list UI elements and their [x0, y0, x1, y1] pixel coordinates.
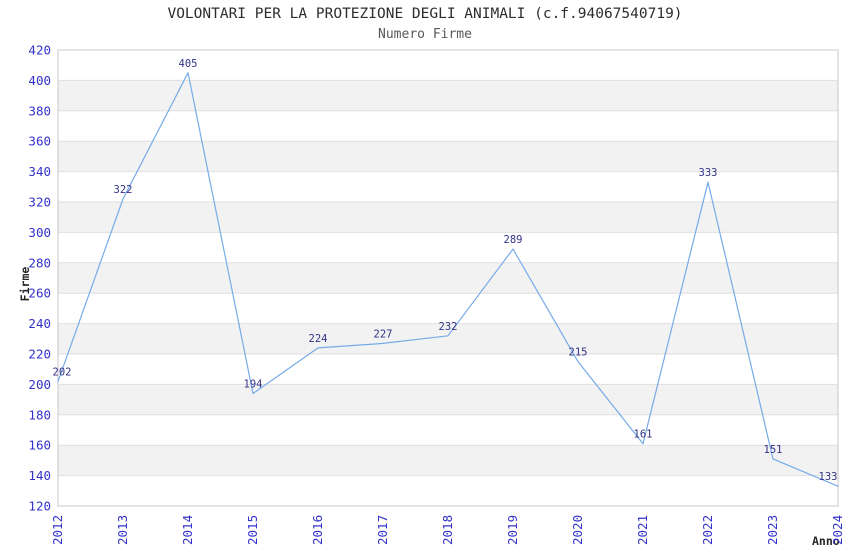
x-tick-label: 2014 [180, 515, 195, 545]
data-point-label: 333 [699, 167, 718, 179]
x-tick-label: 2020 [570, 515, 585, 545]
data-point-label: 224 [309, 333, 328, 345]
y-tick-label: 400 [28, 73, 51, 88]
data-point-label: 194 [244, 379, 263, 391]
y-tick-label: 220 [28, 347, 51, 362]
data-series-line [57, 72, 839, 487]
y-tick-label: 200 [28, 377, 51, 392]
plot-band [58, 141, 838, 172]
x-tick-label: 2013 [115, 515, 130, 545]
plot-band [58, 202, 838, 233]
plot-band [58, 384, 838, 415]
data-point-label: 227 [374, 328, 393, 340]
y-tick-label: 240 [28, 316, 51, 331]
y-tick-label: 160 [28, 438, 51, 453]
x-tick-label: 2022 [700, 515, 715, 545]
x-tick-label: 2015 [245, 515, 260, 545]
y-tick-label: 260 [28, 286, 51, 301]
y-tick-label: 320 [28, 195, 51, 210]
plot-band [58, 323, 838, 354]
y-tick-label: 360 [28, 134, 51, 149]
plot-band [58, 80, 838, 111]
y-tick-label: 180 [28, 407, 51, 422]
x-tick-label: 2023 [765, 515, 780, 545]
x-axis-title: Anno [812, 534, 840, 548]
x-tick-label: 2016 [310, 515, 325, 545]
y-tick-label: 420 [28, 43, 51, 58]
x-tick-label: 2024 [830, 515, 845, 545]
data-point-label: 151 [764, 444, 783, 456]
data-point-label: 405 [179, 58, 198, 70]
data-point-label: 289 [504, 234, 523, 246]
plot-border [57, 49, 839, 507]
x-tick-label: 2017 [375, 515, 390, 545]
x-tick-label: 2019 [505, 515, 520, 545]
data-point-label: 133 [819, 471, 838, 483]
plot-band [58, 445, 838, 476]
data-point-label: 215 [569, 347, 588, 359]
data-point-label: 232 [439, 321, 458, 333]
y-tick-label: 380 [28, 103, 51, 118]
data-point-label: 161 [634, 429, 653, 441]
data-point-label: 322 [114, 184, 133, 196]
y-tick-label: 340 [28, 164, 51, 179]
data-point-label: 202 [53, 366, 72, 378]
y-tick-label: 280 [28, 255, 51, 270]
x-tick-label: 2021 [635, 515, 650, 545]
chart-subtitle: Numero Firme [378, 27, 472, 42]
x-tick-label: 2018 [440, 515, 455, 545]
y-tick-label: 300 [28, 225, 51, 240]
x-tick-label: 2012 [50, 515, 65, 545]
chart-title: VOLONTARI PER LA PROTEZIONE DEGLI ANIMAL… [167, 6, 683, 22]
plot-band [58, 262, 838, 294]
y-tick-label: 140 [28, 468, 51, 483]
y-tick-label: 120 [28, 499, 51, 514]
